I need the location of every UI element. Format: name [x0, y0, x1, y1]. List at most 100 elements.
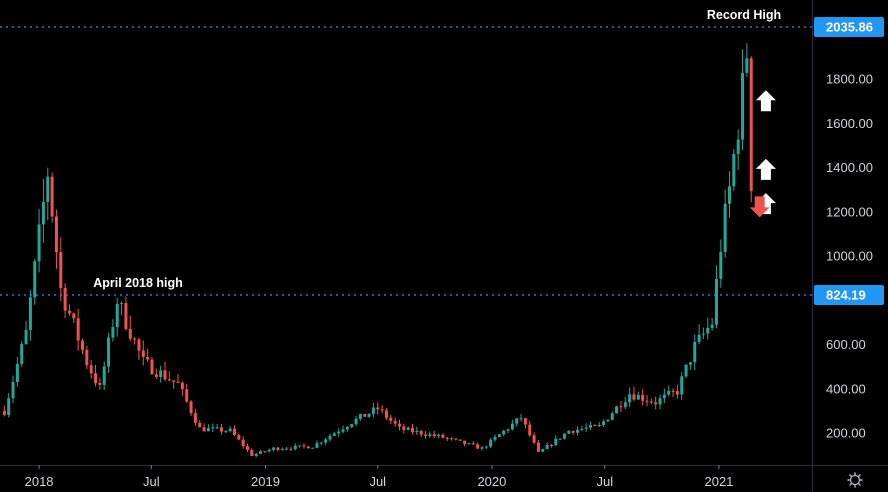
candle-body [315, 443, 319, 448]
candle-body [94, 373, 98, 384]
candle-body [380, 409, 384, 411]
price-tick-label: 1800.00 [826, 72, 873, 87]
candle-body [280, 449, 284, 451]
candle-body [46, 176, 50, 202]
candle-body [150, 359, 154, 375]
candle-body [354, 418, 358, 425]
candle-body [567, 430, 571, 434]
candle-body [745, 58, 749, 73]
candle-body [206, 428, 210, 432]
candle-body [571, 430, 575, 433]
candle-body [706, 327, 710, 334]
candle-body [367, 413, 371, 417]
candle-body [102, 366, 106, 385]
candle-body [641, 394, 645, 401]
time-axis[interactable]: 2018 Jul 2019 Jul 2020 Jul 2021 [25, 465, 734, 489]
candle-body [111, 327, 115, 338]
candle-body [302, 445, 306, 447]
candle-body [393, 420, 397, 424]
candle-body [602, 421, 606, 426]
candle-body [215, 427, 219, 429]
candle-body [389, 417, 393, 421]
candle-body [471, 443, 475, 445]
candle-body [597, 425, 601, 427]
candle-body [311, 447, 315, 449]
candle-body [137, 339, 141, 351]
candle-body [428, 434, 432, 437]
candle-body [276, 447, 280, 450]
candle-body [115, 303, 119, 328]
candle-body [402, 426, 406, 430]
candle-body [41, 201, 45, 225]
time-tick-label: 2021 [704, 474, 733, 489]
candle-body [549, 444, 553, 446]
candle-body [376, 407, 380, 410]
settings-gear-icon[interactable] [847, 472, 863, 488]
candle-body [267, 449, 271, 452]
candle-body [341, 429, 345, 432]
plot-area [2, 43, 753, 458]
candle-body [476, 444, 480, 449]
candle-body [11, 381, 15, 399]
candle-body [146, 356, 150, 360]
candle-body [558, 438, 562, 440]
candle-body [98, 383, 102, 385]
candle-body [411, 427, 415, 433]
candle-body [254, 453, 258, 456]
candle-body [33, 261, 37, 298]
arrow-up-icon[interactable] [755, 158, 776, 180]
candle-body [397, 423, 401, 427]
candle-body [159, 370, 163, 377]
price-tick-label: 1200.00 [826, 204, 873, 219]
candle-body [693, 341, 697, 363]
candle-body [345, 427, 349, 430]
candle-body [632, 394, 636, 400]
candle-body [536, 442, 540, 452]
candle-body [736, 139, 740, 154]
candle-body [584, 427, 588, 429]
candle-body [437, 434, 441, 436]
candle-body [20, 344, 24, 364]
candle-body [2, 410, 6, 415]
candle-body [72, 313, 76, 319]
level-annotation: April 2018 high [93, 276, 183, 290]
candle-body [363, 414, 367, 417]
candle-body [89, 365, 93, 374]
candle-body [263, 451, 267, 453]
price-tick-label: 600.00 [826, 337, 866, 352]
candle-body [328, 435, 332, 440]
candle-body [628, 394, 632, 403]
candle-body [723, 203, 727, 252]
candle-body [167, 379, 171, 381]
price-tick-label: 400.00 [826, 381, 866, 396]
horizontal-lines: 2035.86 Record High 824.19 April 2018 high [0, 8, 884, 305]
candle-body [645, 400, 649, 402]
candle-body [441, 434, 445, 438]
candle-body [272, 447, 276, 450]
candle-body [710, 324, 714, 328]
candle-body [424, 434, 428, 437]
price-tick-label: 1000.00 [826, 249, 873, 264]
candle-body [732, 153, 736, 187]
candle-body [515, 418, 519, 424]
price-axis[interactable]: 200.00400.00600.00800.001000.001200.0014… [826, 72, 873, 441]
candle-body [523, 418, 527, 425]
candle-body [67, 310, 71, 314]
price-tag-label: 824.19 [826, 288, 866, 303]
candle-body [519, 418, 523, 420]
candle-body [662, 394, 666, 399]
candle-body [528, 424, 532, 436]
candle-body [675, 391, 679, 395]
candle-body [285, 448, 289, 450]
arrow-up-icon[interactable] [755, 90, 776, 112]
arrow-down-icon[interactable] [749, 196, 770, 218]
candle-body [350, 424, 354, 428]
price-tick-label: 1400.00 [826, 160, 873, 175]
candle-body [293, 445, 297, 450]
candle-body [489, 439, 493, 447]
candle-body [701, 333, 705, 335]
candle-body [59, 252, 63, 288]
candle-body [654, 402, 658, 405]
candle-body [172, 380, 176, 382]
